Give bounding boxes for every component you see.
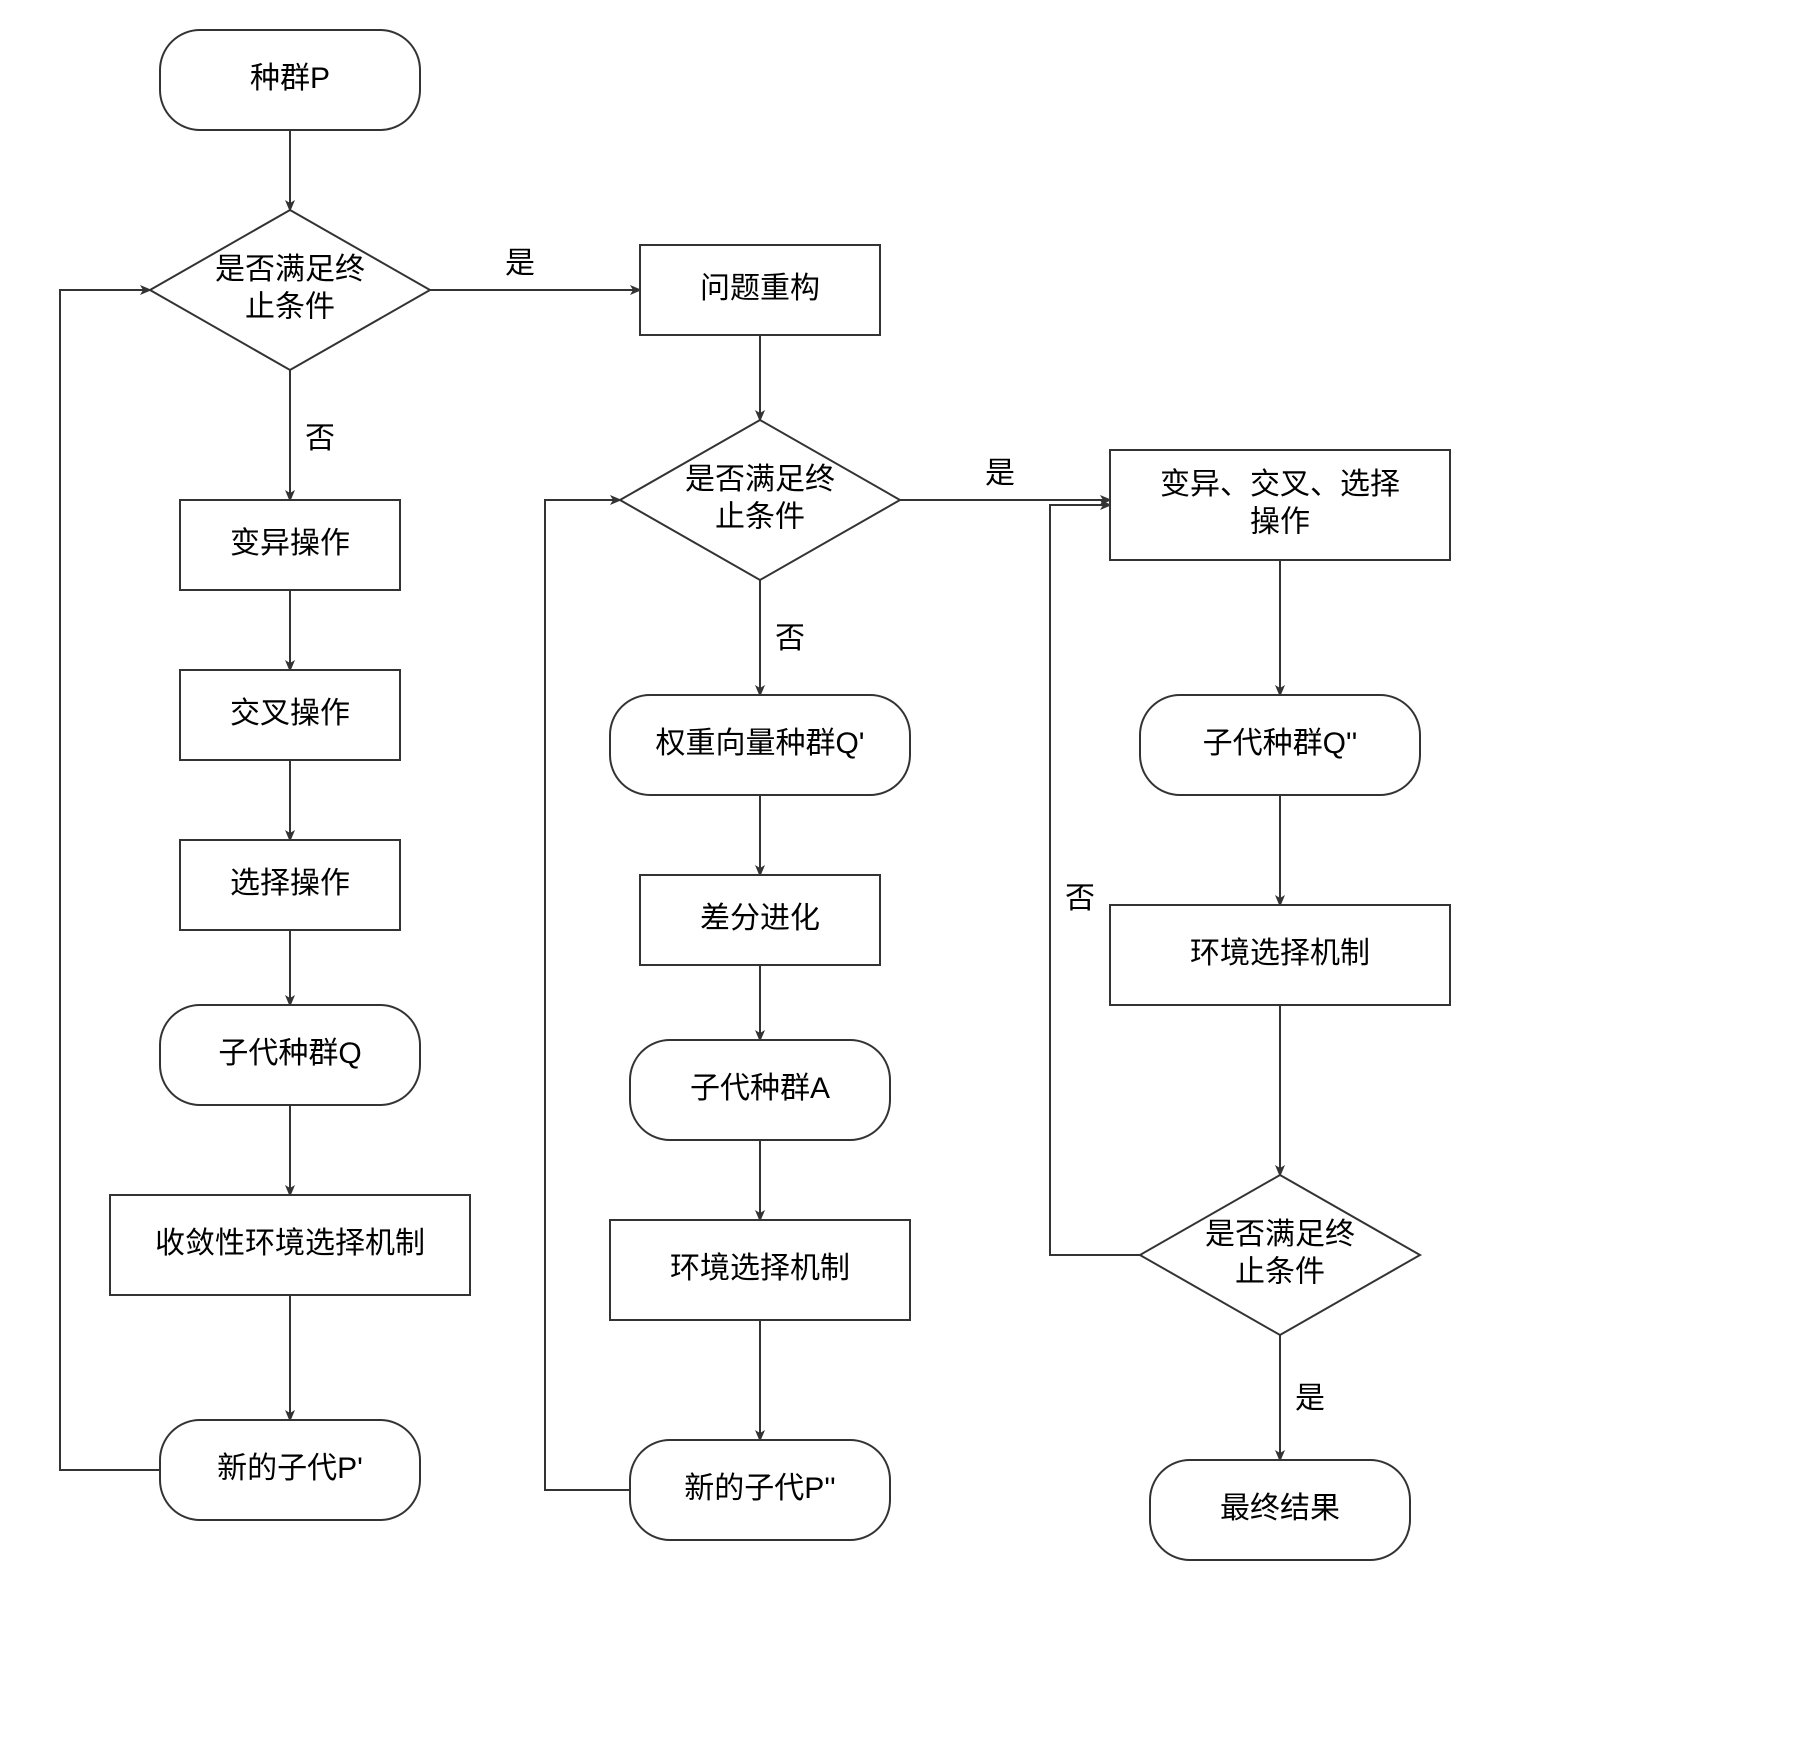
node-label: 选择操作 [230,867,350,900]
node-n_dec1: 是否满足终止条件 [150,210,430,370]
node-label: 收敛性环境选择机制 [155,1227,425,1260]
node-n_conv: 收敛性环境选择机制 [110,1195,470,1295]
node-n_select: 选择操作 [180,840,400,930]
node-n_env3: 环境选择机制 [1110,905,1450,1005]
node-label: 是否满足终 [215,253,365,286]
node-label: 止条件 [245,291,335,324]
node-n_Pprime: 新的子代P' [160,1420,420,1520]
edge-label: 是 [505,247,535,280]
node-n_recon: 问题重构 [640,245,880,335]
node-label: 是否满足终 [685,463,835,496]
edge-label: 否 [775,622,805,655]
node-label: 问题重构 [700,272,820,305]
node-label: 子代种群Q'' [1203,727,1358,760]
edge-label: 否 [305,422,335,455]
flowchart-svg: 否是否是是否种群P是否满足终止条件变异操作交叉操作选择操作子代种群Q收敛性环境选… [0,0,1815,1757]
node-n_env2: 环境选择机制 [610,1220,910,1320]
edge-label: 是 [985,457,1015,490]
node-label: 操作 [1250,506,1310,539]
node-label: 子代种群A [690,1072,830,1105]
node-label: 止条件 [1235,1256,1325,1289]
node-n_diff: 差分进化 [640,875,880,965]
edge-label: 否 [1065,882,1095,915]
edge [1050,505,1140,1255]
node-label: 差分进化 [700,902,820,935]
node-n_start: 种群P [160,30,420,130]
node-n_A: 子代种群A [630,1040,890,1140]
node-n_mut: 变异操作 [180,500,400,590]
node-n_Pdprime: 新的子代P'' [630,1440,890,1540]
node-n_Qdprime: 子代种群Q'' [1140,695,1420,795]
node-label: 权重向量种群Q' [655,727,864,760]
node-n_ops3: 变异、交叉、选择操作 [1110,450,1450,560]
node-n_dec2: 是否满足终止条件 [620,420,900,580]
node-label: 环境选择机制 [1190,937,1370,970]
node-label: 新的子代P' [217,1452,363,1485]
node-n_final: 最终结果 [1150,1460,1410,1560]
node-label: 是否满足终 [1205,1218,1355,1251]
node-label: 新的子代P'' [684,1472,835,1505]
node-label: 变异操作 [230,527,350,560]
edge [545,500,630,1490]
node-label: 子代种群Q [218,1037,361,1070]
node-label: 交叉操作 [230,697,350,730]
node-n_Qprime: 权重向量种群Q' [610,695,910,795]
node-label: 变异、交叉、选择 [1160,468,1400,501]
node-label: 环境选择机制 [670,1252,850,1285]
node-n_cross: 交叉操作 [180,670,400,760]
edge-label: 是 [1295,1382,1325,1415]
node-n_dec3: 是否满足终止条件 [1140,1175,1420,1335]
node-label: 止条件 [715,501,805,534]
node-label: 种群P [250,62,330,95]
node-label: 最终结果 [1220,1492,1340,1525]
node-n_Q: 子代种群Q [160,1005,420,1105]
